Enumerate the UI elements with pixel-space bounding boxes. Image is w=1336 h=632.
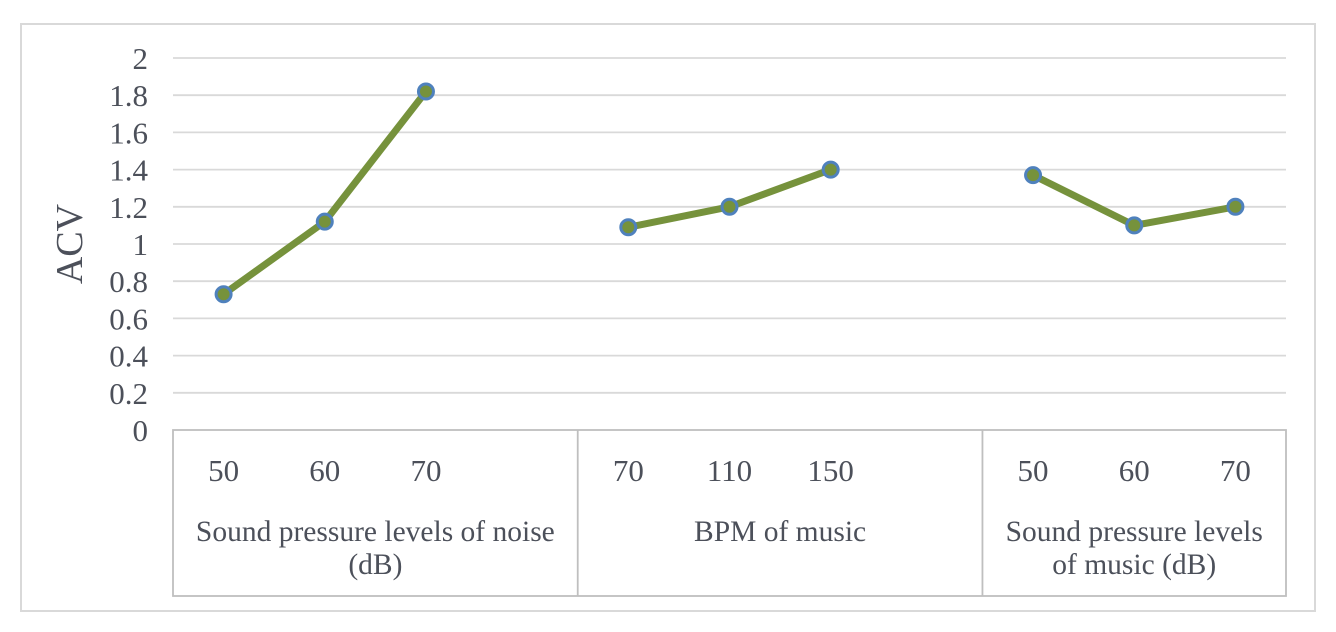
data-point-bpm-110 <box>720 197 739 216</box>
data-point-music-50 <box>1024 166 1043 185</box>
y-axis-tick-label: 1.6 <box>109 115 148 150</box>
category-tick-label-noise-2: 70 <box>410 453 441 488</box>
y-axis-tick-label: 0.2 <box>109 376 148 411</box>
data-point-noise-70 <box>416 82 435 101</box>
category-tick-label-noise-1: 60 <box>309 453 340 488</box>
category-axis-box <box>172 429 1287 597</box>
data-point-noise-50 <box>214 285 233 304</box>
figure-border <box>20 23 1316 612</box>
category-tick-label-bpm-2: 150 <box>807 453 854 488</box>
category-tick-label-music-1: 60 <box>1119 453 1150 488</box>
y-axis-tick-label: 0 <box>133 413 149 448</box>
y-axis-title: ACV <box>49 203 91 284</box>
category-tick-label-music-2: 70 <box>1220 453 1251 488</box>
y-axis-tick-label: 1 <box>133 227 149 262</box>
category-tick-label-music-0: 50 <box>1018 453 1049 488</box>
data-point-bpm-70 <box>619 218 638 237</box>
category-tick-label-bpm-0: 70 <box>613 453 644 488</box>
group-title-noise: Sound pressure levels of noise <box>196 516 555 548</box>
y-axis-tick-label: 1.8 <box>109 78 148 113</box>
data-point-music-60 <box>1125 216 1144 235</box>
group-title-music: of music (dB) <box>1052 549 1216 581</box>
y-axis-tick-label: 0.4 <box>109 339 148 374</box>
data-point-noise-60 <box>315 212 334 231</box>
y-axis-tick-label: 0.6 <box>109 301 148 336</box>
y-axis-tick-label: 1.2 <box>109 190 148 225</box>
data-point-music-70 <box>1226 197 1245 216</box>
category-tick-label-noise-0: 50 <box>208 453 239 488</box>
category-tick-label-bpm-1: 110 <box>707 453 752 488</box>
group-title-music: Sound pressure levels <box>1006 516 1263 548</box>
group-title-noise: (dB) <box>348 549 402 581</box>
y-axis-tick-label: 1.4 <box>109 153 148 188</box>
data-point-bpm-150 <box>821 160 840 179</box>
y-axis-tick-label: 2 <box>133 41 149 76</box>
group-title-bpm: BPM of music <box>694 516 866 548</box>
y-axis-tick-label: 0.8 <box>109 264 148 299</box>
